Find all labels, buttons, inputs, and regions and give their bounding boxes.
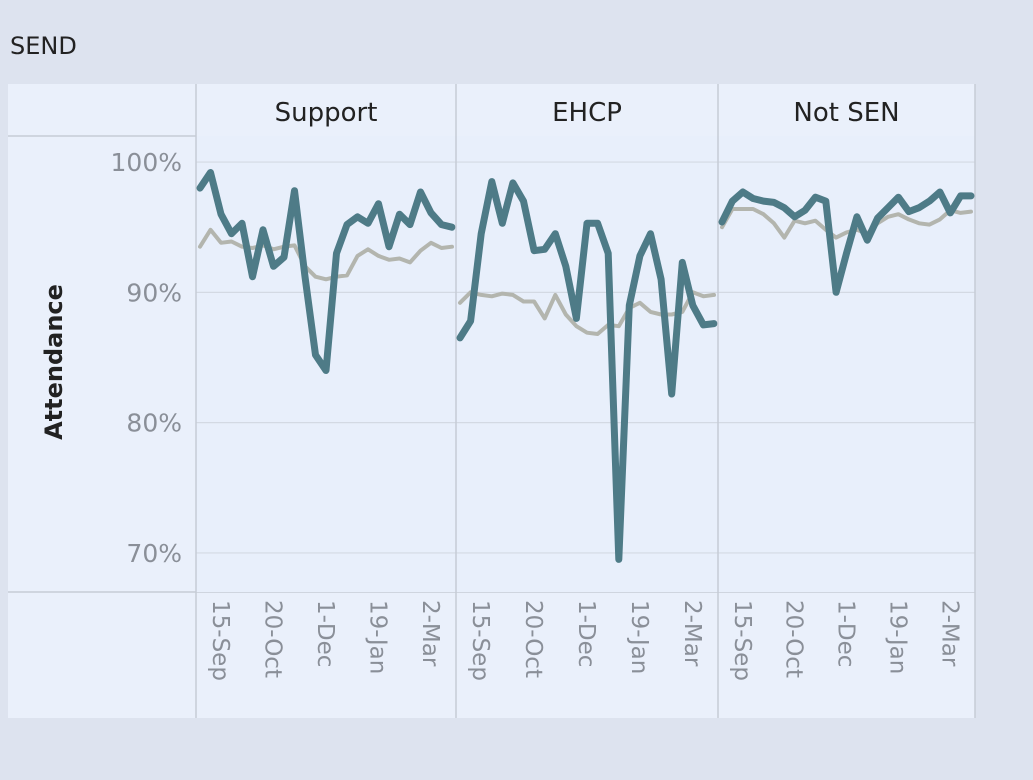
series-line-compare xyxy=(720,207,973,240)
y-tick-label: 100% xyxy=(111,148,182,177)
x-tick-label: 1-Dec xyxy=(833,600,859,667)
series-line-main xyxy=(456,178,718,563)
panel-header-label: EHCP xyxy=(552,98,622,128)
panel-header xyxy=(456,84,718,136)
sheet-title: SEND xyxy=(10,32,77,60)
series-line-main xyxy=(718,188,975,296)
series-line-main xyxy=(196,169,456,374)
panel-ehcp: EHCP 15-Sep 20-Oct 1-Dec 19-Jan 2-Mar xyxy=(455,84,718,718)
x-tick-label: 2-Mar xyxy=(679,600,705,667)
y-tick-label: 80% xyxy=(126,409,182,438)
x-tick-label: 19-Jan xyxy=(626,600,652,674)
x-tick-label: 15-Sep xyxy=(207,600,233,681)
panel-header xyxy=(718,84,975,136)
y-axis-label: Attendance xyxy=(40,284,68,440)
x-tick-label: 19-Jan xyxy=(884,600,910,674)
panel-header xyxy=(196,84,456,136)
series-line-compare xyxy=(458,290,716,336)
x-tick-label: 1-Dec xyxy=(573,600,599,667)
panel-header-label: Support xyxy=(275,98,378,128)
series-line-compare xyxy=(198,227,454,282)
panel-header-label: Not SEN xyxy=(793,98,899,128)
panel-not-sen: Not SEN 15-Sep 20-Oct 1-Dec 19-Jan 2-Mar xyxy=(717,84,976,718)
x-tick-label: 19-Jan xyxy=(365,600,391,674)
x-tick-label: 20-Oct xyxy=(781,600,807,678)
x-tick-label: 20-Oct xyxy=(520,600,546,678)
x-tick-label: 15-Sep xyxy=(729,600,755,681)
x-tick-label: 2-Mar xyxy=(936,600,962,667)
x-tick-label: 1-Dec xyxy=(312,600,338,667)
x-tick-label: 15-Sep xyxy=(467,600,493,681)
x-tick-label: 2-Mar xyxy=(417,600,443,667)
panel-support: Support 15-Sep 20-Oct 1-Dec 19-Jan 2-Mar xyxy=(195,84,456,718)
y-tick-label: 90% xyxy=(126,278,182,307)
x-tick-label: 20-Oct xyxy=(260,600,286,678)
panel-plot-area xyxy=(718,136,975,592)
y-tick-label: 70% xyxy=(126,539,182,568)
